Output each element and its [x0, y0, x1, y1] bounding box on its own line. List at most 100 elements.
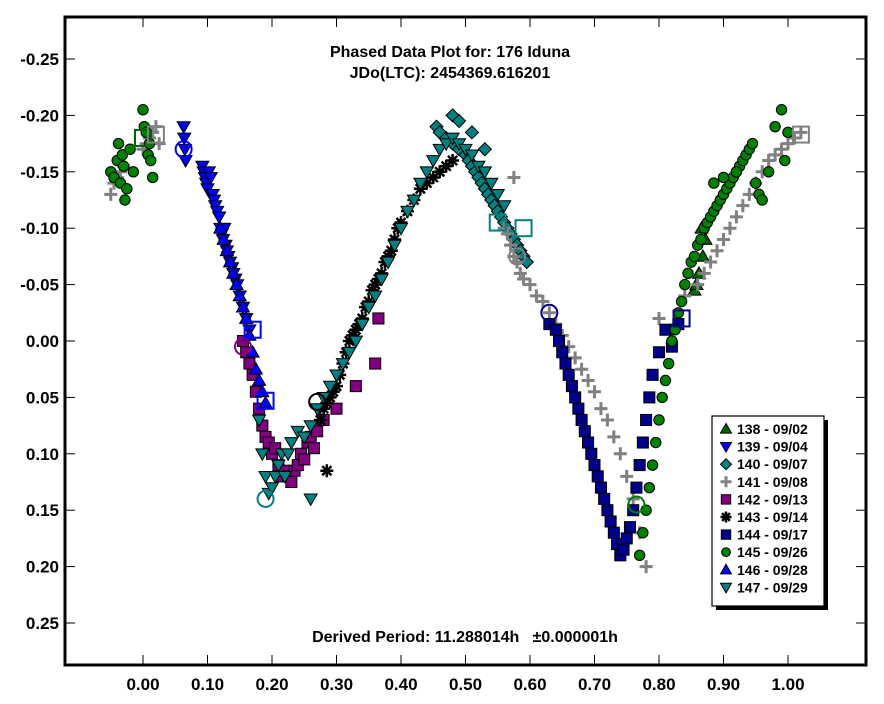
data-point — [523, 278, 537, 292]
data-point — [697, 266, 711, 280]
data-point — [652, 311, 666, 325]
data-point — [483, 177, 499, 191]
data-point — [672, 307, 685, 319]
data-point — [348, 335, 364, 349]
data-point — [323, 390, 337, 404]
session-start-circle — [308, 392, 327, 411]
data-point — [177, 143, 193, 157]
data-point — [375, 266, 389, 280]
data-point — [277, 470, 293, 484]
data-point — [388, 232, 402, 246]
data-point — [322, 380, 338, 394]
y-tick-labels: -0.25 -0.20 -0.15 -0.10 -0.05 0.00 0.05 0.10 0.1… — [20, 50, 59, 633]
data-point — [659, 323, 672, 336]
data-point — [782, 126, 794, 139]
data-point — [620, 469, 634, 483]
legend-item: 147 - 09/29 — [719, 579, 808, 595]
data-point — [646, 368, 659, 381]
data-point — [507, 170, 521, 184]
data-point — [313, 413, 327, 427]
data-point — [756, 194, 768, 206]
data-point — [112, 137, 125, 150]
data-point — [729, 210, 743, 224]
data-point — [600, 413, 614, 427]
data-point — [254, 384, 270, 398]
data-point — [258, 470, 273, 484]
data-point — [794, 125, 808, 139]
data-point — [211, 211, 227, 225]
session-start-circle — [233, 337, 252, 356]
data-point — [326, 385, 340, 399]
data-point — [384, 244, 398, 258]
legend-label: 143 - 09/14 — [737, 509, 808, 525]
data-point — [229, 277, 244, 290]
data-point — [307, 442, 320, 455]
data-point — [335, 358, 351, 372]
data-point — [342, 346, 357, 360]
data-point — [662, 357, 675, 370]
data-point — [779, 154, 791, 167]
data-point — [496, 200, 512, 214]
chart-subtitle: JDo(LTC): 2454369.616201 — [350, 65, 551, 82]
y-tick-label: -0.15 — [20, 163, 59, 182]
data-point — [235, 299, 251, 313]
x-tick-label: 0.90 — [707, 675, 740, 694]
legend-item: 144 - 09/17 — [720, 527, 808, 543]
data-point — [643, 481, 656, 494]
data-point — [124, 143, 136, 155]
data-point — [569, 391, 582, 404]
data-point — [349, 323, 363, 337]
data-point — [406, 194, 422, 208]
x-tick-label: 1.00 — [771, 675, 804, 694]
data-point — [477, 142, 493, 157]
data-point — [581, 373, 595, 387]
data-point — [225, 265, 241, 279]
data-point — [666, 335, 678, 347]
data-point — [542, 306, 556, 320]
series-144 — [543, 318, 685, 562]
data-point — [104, 187, 118, 201]
legend-label: 146 - 09/28 — [737, 562, 808, 578]
data-point — [652, 346, 666, 359]
data-point — [626, 492, 640, 506]
data-point — [355, 311, 369, 325]
data-point — [643, 391, 656, 404]
data-point — [251, 372, 267, 386]
data-point — [636, 436, 649, 449]
data-point — [500, 227, 514, 241]
session-start-square — [791, 125, 810, 144]
data-point — [264, 482, 280, 496]
legend-marker-icon — [720, 529, 732, 540]
data-point — [433, 165, 447, 179]
data-point — [381, 249, 395, 263]
data-point — [639, 560, 653, 574]
legend-marker-icon — [719, 563, 733, 575]
legend-item: 143 - 09/14 — [720, 509, 808, 525]
data-point — [617, 543, 630, 556]
data-point — [213, 220, 228, 234]
session-start-circle — [174, 140, 193, 159]
data-point — [420, 176, 434, 190]
session-start-square — [672, 309, 691, 328]
data-point — [400, 205, 415, 219]
data-point — [367, 290, 383, 304]
x-tick-label: 0.40 — [384, 675, 417, 694]
data-point — [650, 436, 662, 449]
legend-item: 145 - 09/26 — [721, 544, 808, 560]
session-start-circle — [627, 495, 646, 514]
data-point — [769, 120, 781, 133]
data-point — [594, 402, 608, 416]
data-point — [656, 391, 668, 404]
y-tick-label: -0.05 — [20, 276, 59, 295]
data-point — [588, 385, 601, 399]
legend-item: 138 - 09/02 — [719, 421, 808, 437]
data-point — [362, 295, 376, 309]
data-point — [127, 166, 140, 178]
session-start-circle — [540, 303, 559, 322]
session-start-square — [146, 125, 165, 144]
data-point — [653, 414, 665, 426]
data-point — [633, 459, 646, 472]
y-tick-label: -0.10 — [20, 219, 59, 238]
